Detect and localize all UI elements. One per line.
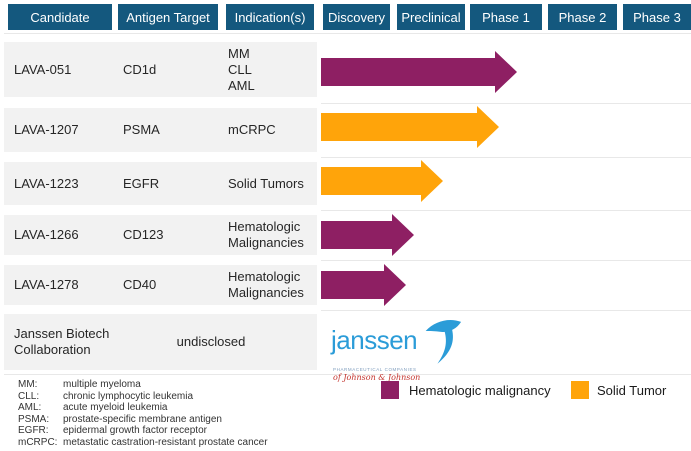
- janssen-subtitle-script: of Johnson & Johnson: [333, 373, 421, 382]
- separator-line: [321, 210, 691, 211]
- footnote: CLL: chronic lymphocytic leukemia: [18, 391, 268, 403]
- table-row: [4, 162, 317, 205]
- separator-line: [4, 33, 691, 34]
- footnote-abbr: mCRPC:: [18, 436, 58, 448]
- table-row: [4, 265, 317, 305]
- column-header-preclinical: Preclinical: [397, 4, 465, 30]
- footnote-abbr: CLL:: [18, 390, 40, 402]
- column-header-phase-3: Phase 3: [623, 4, 691, 30]
- undisclosed-label: undisclosed: [176, 334, 246, 349]
- table-row: [4, 215, 317, 255]
- pipeline-arrow-lava-1207: [321, 106, 499, 148]
- column-header-discovery: Discovery: [323, 4, 390, 30]
- column-header-indications: Indication(s): [226, 4, 314, 30]
- footnote-abbr: AML:: [18, 402, 42, 413]
- table-row: [4, 42, 317, 97]
- pipeline-arrow-lava-1223: [321, 160, 443, 202]
- indications: Hematologic Malignancies: [228, 219, 304, 250]
- footnote-definition: acute myeloid leukemia: [63, 402, 168, 413]
- separator-line: [321, 157, 691, 158]
- indications: Hematologic Malignancies: [228, 269, 304, 300]
- janssen-flag-icon: [425, 319, 462, 364]
- legend-label-hematologic: Hematologic malignancy: [409, 382, 551, 398]
- footnote: mCRPC: metastatic castration-resistant pr…: [18, 437, 268, 449]
- legend-label-solid-tumor: Solid Tumor: [597, 382, 667, 398]
- antigen-target: CD123: [123, 227, 164, 242]
- footnote-abbr: PSMA:: [18, 413, 50, 425]
- separator-line: [321, 260, 691, 261]
- footnote-definition: prostate-specific membrane antigen: [63, 413, 222, 425]
- footnote-definition: epidermal growth factor receptor: [63, 425, 207, 436]
- candidate-name: LAVA-051: [14, 61, 72, 77]
- table-row: [4, 108, 317, 152]
- legend-swatch-hematologic: [381, 381, 399, 399]
- pipeline-arrow-lava-051: [321, 51, 517, 93]
- footnote-abbr: MM:: [18, 379, 38, 390]
- footnote: PSMA: prostate-specific membrane antigen: [18, 414, 268, 426]
- separator-line: [321, 310, 691, 311]
- column-header-phase-1: Phase 1: [470, 4, 542, 30]
- antigen-target: PSMA: [123, 122, 160, 137]
- indications: MM CLL AML: [228, 45, 255, 93]
- indications: Solid Tumors: [228, 175, 304, 191]
- candidate-name: LAVA-1266: [14, 227, 79, 242]
- candidate-name: LAVA-1207: [14, 122, 79, 137]
- janssen-subtitle-caps: PHARMACEUTICAL COMPANIES: [333, 367, 417, 372]
- column-header-antigen-target: Antigen Target: [118, 4, 218, 30]
- pipeline-arrow-lava-1278: [321, 264, 406, 306]
- footnote: EGFR: epidermal growth factor receptor: [18, 425, 268, 437]
- table-row: [4, 314, 317, 370]
- abbreviation-footnotes: MM: multiple myeloma CLL: chronic lymphocy…: [18, 379, 268, 448]
- footnote-definition: chronic lymphocytic leukemia: [63, 390, 194, 402]
- footnote-abbr: EGFR:: [18, 425, 49, 436]
- footnote-definition: metastatic castration-resistant prostate…: [63, 436, 268, 448]
- separator-line: [4, 374, 691, 375]
- footnote: AML: acute myeloid leukemia: [18, 402, 268, 414]
- column-header-phase-2: Phase 2: [548, 4, 617, 30]
- antigen-target: CD1d: [123, 61, 157, 77]
- candidate-name: Janssen Biotech Collaboration: [14, 326, 110, 357]
- janssen-wordmark: janssen: [331, 325, 418, 355]
- footnote-definition: multiple myeloma: [63, 379, 141, 390]
- candidate-name: LAVA-1223: [14, 175, 79, 191]
- column-header-candidate: Candidate: [8, 4, 112, 30]
- legend-swatch-solid-tumor: [571, 381, 589, 399]
- janssen-logo: janssen PHARMACEUTICAL COMPANIES of John…: [331, 317, 501, 382]
- footnote: MM: multiple myeloma: [18, 379, 268, 391]
- antigen-target: CD40: [123, 277, 157, 292]
- indications: mCRPC: [228, 122, 276, 137]
- separator-line: [321, 103, 691, 104]
- antigen-target: EGFR: [123, 175, 160, 191]
- candidate-name: LAVA-1278: [14, 277, 79, 292]
- pipeline-arrow-lava-1266: [321, 214, 414, 256]
